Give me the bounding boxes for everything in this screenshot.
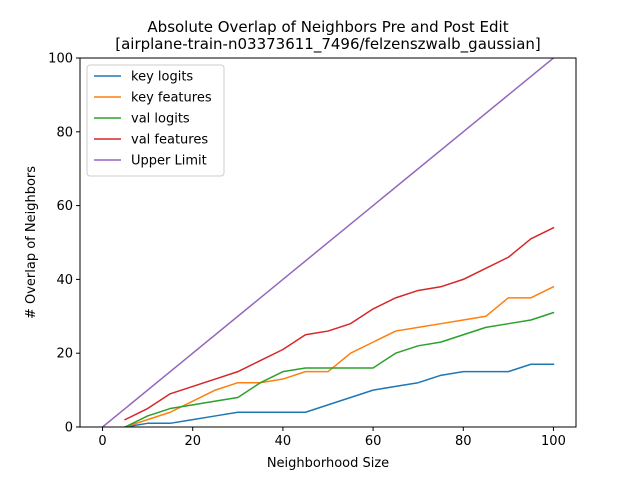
y-tick-label: 100 xyxy=(48,52,73,67)
series-line-val-logits xyxy=(124,311,555,427)
y-axis: 0 20 40 60 80 100 xyxy=(48,52,80,436)
x-tick-label: 40 xyxy=(275,434,292,449)
x-tick-label: 0 xyxy=(98,434,106,449)
y-axis-label: # Overlap of Neighbors xyxy=(24,166,39,319)
series-line-key-features xyxy=(124,285,555,427)
y-tick-label: 0 xyxy=(65,421,73,436)
series-line-val-features xyxy=(124,226,555,421)
legend-label: val logits xyxy=(131,112,190,127)
plot-frame xyxy=(79,57,577,428)
x-tick-label: 20 xyxy=(184,434,201,449)
legend-label: key features xyxy=(131,91,212,106)
chart-subtitle: [airplane-train-n03373611_7496/felzenszw… xyxy=(115,35,541,54)
legend-label: Upper Limit xyxy=(131,154,207,169)
series-line-key-logits xyxy=(124,363,555,427)
y-tick-label: 60 xyxy=(56,199,73,214)
x-tick-label: 80 xyxy=(455,434,472,449)
x-tick-label: 60 xyxy=(365,434,382,449)
legend-label: val features xyxy=(131,133,208,148)
series-line-upper-limit xyxy=(101,58,555,427)
y-tick-label: 40 xyxy=(56,273,73,288)
x-axis-label: Neighborhood Size xyxy=(267,456,389,471)
x-axis: 0 20 40 60 80 100 xyxy=(98,427,566,449)
legend-box xyxy=(86,64,225,177)
chart-title: Absolute Overlap of Neighbors Pre and Po… xyxy=(147,18,508,36)
y-tick-label: 80 xyxy=(56,125,73,140)
legend: key logits key features val logits val feat… xyxy=(86,64,225,177)
plot-area xyxy=(101,58,555,427)
legend-label: key logits xyxy=(131,70,193,85)
y-tick-label: 20 xyxy=(56,347,73,362)
series-lines xyxy=(101,58,555,427)
x-tick-label: 100 xyxy=(541,434,566,449)
